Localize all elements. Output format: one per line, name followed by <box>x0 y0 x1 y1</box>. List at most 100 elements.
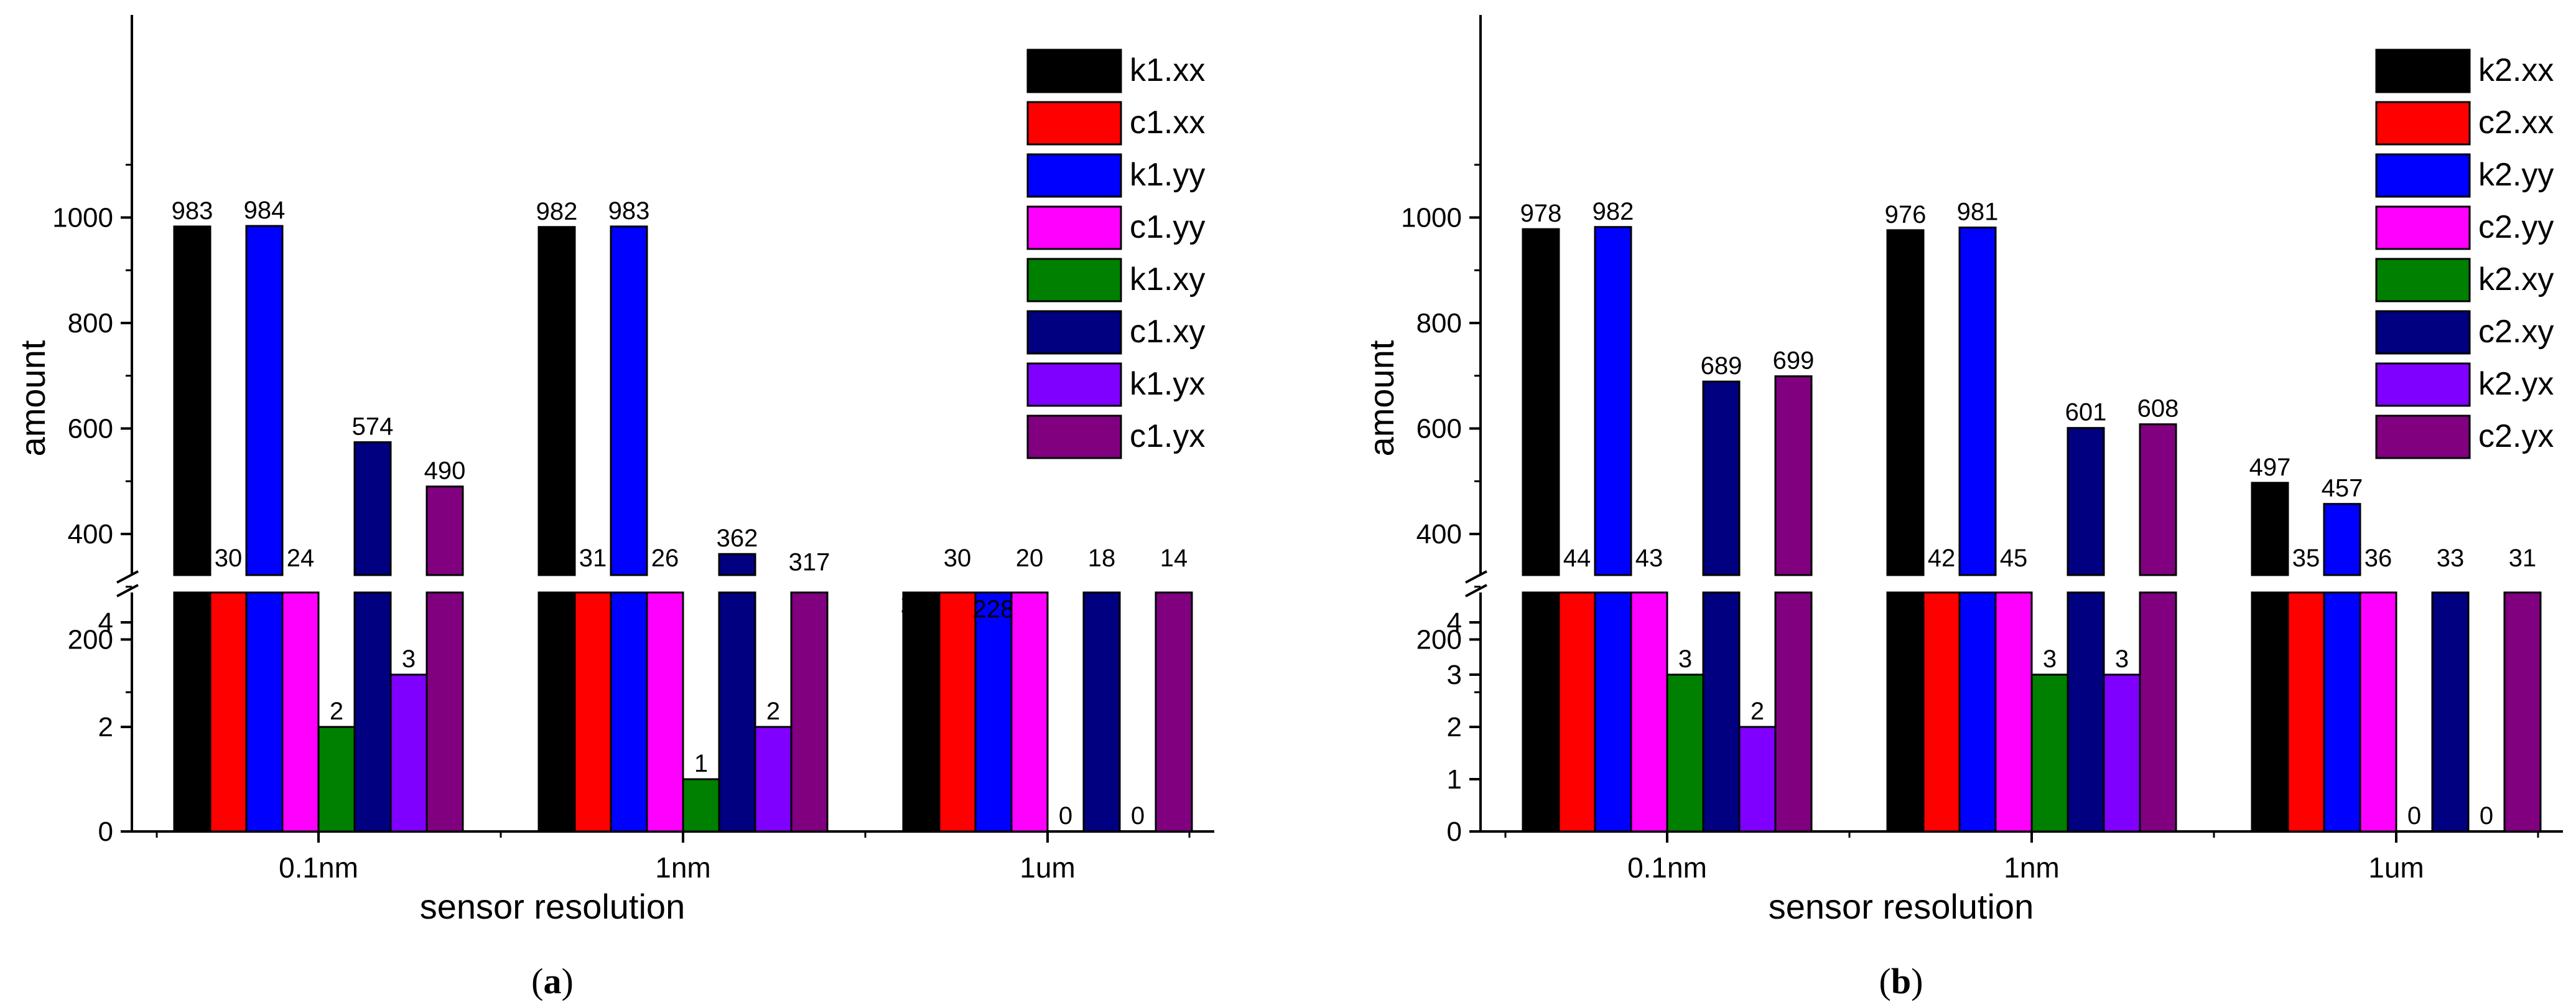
bar-lower-c1.xx-1nm <box>574 591 612 833</box>
legend-swatch-k2.yy <box>2375 153 2471 198</box>
data-label-c1.xy-0.1nm: 574 <box>352 413 394 441</box>
y-tick-label-upper: 200 <box>68 625 113 655</box>
axis-break-mark <box>1465 570 1487 584</box>
axis-break-mark <box>116 584 139 597</box>
bar-lower-c1.yx-0.1nm <box>425 591 464 833</box>
bar-lower-k1.xx-0.1nm <box>173 591 212 833</box>
bar-upper-k2.xx-1nm <box>1886 229 1925 576</box>
panel-caption: (a) <box>531 961 574 1001</box>
bar-upper-k2.yy-1nm <box>1958 227 1997 576</box>
bar-lower-k1.xx-1um <box>902 591 941 833</box>
bar-lower-c2.yy-0.1nm <box>1630 591 1668 833</box>
bar-upper-k1.yy-0.1nm <box>245 225 284 576</box>
bar-upper-c2.xy-0.1nm <box>1702 380 1741 576</box>
axis-break-mark <box>116 570 139 584</box>
legend-label-c1.xy: c1.xy <box>1130 314 1205 350</box>
bar-k2.xy-0.1nm <box>1666 673 1704 833</box>
y-tick-label-upper: 600 <box>68 414 113 444</box>
bar-k1.yx-0.1nm <box>389 673 428 833</box>
legend-label-k2.xy: k2.xy <box>2478 261 2554 297</box>
bar-lower-c2.yx-1nm <box>2139 591 2177 833</box>
bar-lower-k2.yy-1nm <box>1958 591 1997 833</box>
bar-upper-c2.xy-1nm <box>2067 427 2105 576</box>
bar-lower-k2.xx-1nm <box>1886 591 1925 833</box>
bar-lower-c2.xy-1um <box>2431 591 2470 833</box>
legend-swatch-k2.xy <box>2375 258 2471 302</box>
y-tick-label-lower: 4 <box>98 607 113 638</box>
bar-lower-k1.xx-1nm <box>537 591 576 833</box>
data-label-c1.yx-1um: 14 <box>1160 545 1188 572</box>
data-label-c2.xx-1nm: 42 <box>1928 545 1956 572</box>
bar-upper-k2.yy-0.1nm <box>1594 226 1632 576</box>
y-tick-label-upper: 400 <box>68 519 113 550</box>
data-label-c1.xy-1um: 18 <box>1088 545 1116 572</box>
data-label-k2.yy-0.1nm: 982 <box>1593 198 1634 225</box>
bar-lower-c1.yx-1um <box>1155 591 1193 833</box>
bar-lower-c2.xx-0.1nm <box>1558 591 1596 833</box>
legend-label-k1.yy: k1.yy <box>1130 157 1205 193</box>
bar-lower-c1.xx-1um <box>938 591 977 833</box>
y-tick-label-upper: 600 <box>1416 414 1462 444</box>
data-label-k1.xx-1nm: 982 <box>536 198 578 225</box>
legend-label-c2.xx: c2.xx <box>2478 105 2554 141</box>
legend-swatch-c2.yy <box>2375 205 2471 250</box>
bar-k1.yx-1nm <box>754 726 793 833</box>
legend: k1.xx c1.xx k1.yy c1.yy k1.xy c1.xy k1.yx c1.yx <box>1026 49 1205 459</box>
y-tick-label-lower: 2 <box>98 712 113 742</box>
data-label-k1.yx-0.1nm: 3 <box>402 645 416 673</box>
bar-upper-c1.xy-0.1nm <box>353 441 392 576</box>
data-label-k2.yx-1um: 0 <box>2480 802 2493 830</box>
y-tick-label-upper: 1000 <box>52 203 113 233</box>
data-label-c2.xy-0.1nm: 689 <box>1701 352 1742 380</box>
legend: k2.xx c2.xx k2.yy c2.yy k2.xy c2.xy k2.yx c2.yx <box>2375 49 2554 459</box>
data-label-c1.yx-1nm: 317 <box>789 548 830 576</box>
panel-caption: (b) <box>1879 961 1923 1001</box>
bar-lower-c1.xy-1nm <box>718 591 756 833</box>
bar-lower-c2.xy-1nm <box>2067 591 2105 833</box>
data-label-c2.yy-1nm: 45 <box>2000 545 2028 572</box>
y-tick-label-upper: 800 <box>68 308 113 339</box>
legend-swatch-c2.yx <box>2375 414 2471 459</box>
bar-lower-c1.yx-1nm <box>790 591 829 833</box>
data-label-c1.yy-0.1nm: 24 <box>287 545 315 572</box>
data-label-c2.yy-0.1nm: 43 <box>1635 545 1663 572</box>
legend-swatch-k1.xy <box>1026 258 1122 302</box>
bar-lower-c1.xy-1um <box>1082 591 1121 833</box>
x-tick-label: 1um <box>2368 851 2424 884</box>
data-label-c2.yy-1um: 36 <box>2364 545 2392 572</box>
y-tick-label-upper: 800 <box>1416 308 1462 339</box>
bar-lower-k2.yy-1um <box>2323 591 2361 833</box>
bar-lower-c1.yy-0.1nm <box>281 591 320 833</box>
bar-lower-c2.xx-1nm <box>1922 591 1961 833</box>
bar-lower-c2.xy-0.1nm <box>1702 591 1741 833</box>
data-label-c1.xx-1nm: 31 <box>579 545 607 572</box>
bar-upper-c1.yx-0.1nm <box>425 485 464 576</box>
legend-label-c2.xy: c2.xy <box>2478 314 2554 350</box>
data-label-k1.yx-1um: 0 <box>1131 802 1145 830</box>
bar-lower-k2.xx-0.1nm <box>1522 591 1560 833</box>
data-label-k2.yx-0.1nm: 2 <box>1751 698 1764 725</box>
data-label-k2.xx-1nm: 976 <box>1885 201 1927 228</box>
legend-label-k1.xx: k1.xx <box>1130 52 1205 88</box>
bar-lower-c1.yy-1nm <box>646 591 684 833</box>
data-label-k1.yy-1nm: 983 <box>608 197 650 225</box>
data-label-k2.yx-1nm: 3 <box>2115 645 2129 673</box>
x-axis-title: sensor resolution <box>1769 887 2034 926</box>
data-label-k1.yy-0.1nm: 984 <box>244 197 286 224</box>
x-tick-label: 0.1nm <box>1627 851 1707 884</box>
legend-label-k1.yx: k1.yx <box>1130 366 1205 402</box>
x-axis-title: sensor resolution <box>420 887 685 926</box>
data-label-k1.xy-0.1nm: 2 <box>330 698 343 725</box>
bar-lower-c1.xx-0.1nm <box>209 591 248 833</box>
legend-swatch-c2.xy <box>2375 310 2471 355</box>
bar-lower-c1.yy-1um <box>1010 591 1049 833</box>
bar-upper-c2.yx-1nm <box>2139 423 2177 576</box>
legend-label-c2.yx: c2.yx <box>2478 418 2554 454</box>
y-axis-title: amount <box>13 340 52 456</box>
legend-label-c1.xx: c1.xx <box>1130 105 1205 141</box>
y-tick-label-lower: 1 <box>1447 764 1462 795</box>
y-tick-label-upper: 1000 <box>1401 203 1462 233</box>
y-tick-label-lower: 2 <box>1447 712 1462 742</box>
data-label-c2.yx-0.1nm: 699 <box>1773 347 1815 375</box>
